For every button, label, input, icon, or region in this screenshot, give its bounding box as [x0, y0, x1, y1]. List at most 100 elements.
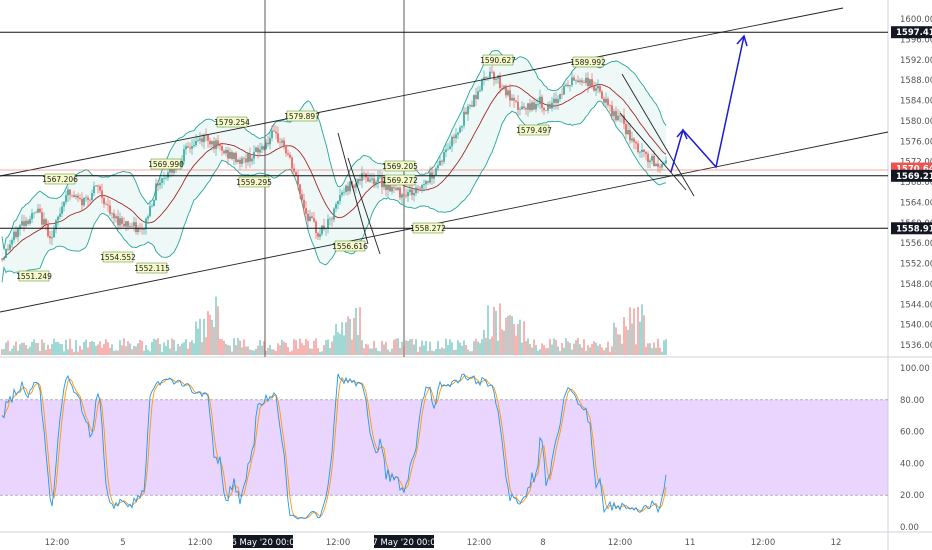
candlesticks[interactable] [1, 65, 667, 262]
price-annotation-label: 1569.205 [382, 162, 418, 171]
volume-bar [207, 311, 209, 355]
candle-body [465, 111, 467, 115]
volume-bar [213, 327, 215, 355]
candle-body [49, 236, 51, 239]
volume-bar [35, 342, 37, 355]
candle-body [101, 190, 103, 198]
candle-body [57, 216, 59, 221]
volume-bar [629, 307, 631, 355]
candle-body [109, 205, 111, 214]
volume-bar [89, 341, 91, 355]
candle-body [367, 177, 369, 182]
time-tick-label: 12:00 [751, 538, 776, 548]
volume-bar [285, 342, 287, 355]
volume-bar [463, 340, 465, 355]
volume-bar [163, 342, 165, 355]
volume-bar [327, 339, 329, 355]
channel-upper-line[interactable] [0, 7, 844, 177]
volume-bar [349, 318, 351, 355]
drawing-tools[interactable] [0, 7, 889, 313]
volume-bar [459, 342, 461, 355]
volume-bar [597, 345, 599, 355]
candle-body [501, 87, 503, 89]
volume-bar [181, 343, 183, 355]
flag-line[interactable] [621, 73, 695, 197]
volume-bar [311, 348, 313, 355]
candle-body [361, 173, 363, 181]
candle-body [481, 79, 483, 91]
volume-bar [379, 351, 381, 355]
volume-bar [185, 338, 187, 355]
candle-body [455, 134, 457, 139]
candle-body [559, 94, 561, 100]
volume-bar [603, 350, 605, 355]
volume-bar [43, 342, 45, 355]
price-annotation-box [518, 124, 550, 136]
time-tick-label: 12:00 [326, 538, 351, 548]
candle-body [251, 158, 253, 162]
price-annotation-box [238, 176, 270, 188]
axes[interactable]: 1536.000 1540.000 1544.000 1548.000 1552.000… [45, 15, 932, 548]
volume-bar [531, 347, 533, 355]
candle-body [625, 124, 627, 135]
volume-bar [427, 351, 429, 355]
volume-bar [49, 348, 51, 355]
volume-bar [37, 343, 39, 355]
volume-bar [515, 335, 517, 355]
volume-bar [67, 349, 69, 355]
volume-bar [3, 349, 5, 355]
volume-bar [147, 349, 149, 355]
volume-bar [477, 341, 479, 355]
candle-body [117, 216, 119, 226]
projection-path[interactable] [670, 35, 745, 173]
price-annotation-box [286, 110, 318, 122]
channel-lower-line[interactable] [0, 131, 889, 313]
volume-bar [657, 338, 659, 355]
candle-body [53, 229, 55, 238]
price-tag-box [891, 26, 932, 39]
candle-body [47, 224, 49, 237]
stoch-k-line [1, 373, 667, 520]
volume-bar [183, 342, 185, 355]
volume-bar [545, 348, 547, 355]
candle-body [139, 228, 141, 230]
volume-bar [431, 350, 433, 355]
volume-bar [467, 349, 469, 355]
candle-body [371, 178, 373, 180]
candle-body [561, 94, 563, 95]
volume-bar [451, 342, 453, 355]
candle-body [339, 195, 341, 202]
candle-body [567, 84, 569, 87]
price-tick-label: 1548.000 [900, 280, 932, 290]
candle-body [427, 181, 429, 183]
candle-body [319, 234, 321, 237]
volume-bar [267, 347, 269, 355]
candle-body [211, 141, 213, 145]
candle-body [569, 85, 571, 87]
candle-body [645, 151, 647, 154]
flag-line[interactable] [347, 157, 381, 255]
candle-body [385, 182, 387, 190]
volume-bar [167, 339, 169, 355]
volume-bar [613, 322, 615, 355]
volume-bar [231, 351, 233, 355]
volume-bar [447, 344, 449, 355]
volume-bar [119, 340, 121, 355]
volume-bar [479, 343, 481, 355]
candle-body [131, 226, 133, 227]
candle-body [91, 193, 93, 200]
price-annotation-box [412, 222, 444, 234]
candle-body [37, 208, 39, 213]
volume-bar [567, 341, 569, 355]
flag-line[interactable] [337, 132, 369, 245]
volume-bar [607, 341, 609, 355]
volume-bar [157, 338, 159, 355]
flag-line[interactable] [619, 112, 687, 191]
candle-body [379, 176, 381, 178]
volume-bar [287, 347, 289, 355]
candle-body [553, 98, 555, 103]
volume-bar [11, 348, 13, 355]
volume-bar [259, 339, 261, 355]
volume-bar [255, 348, 257, 355]
